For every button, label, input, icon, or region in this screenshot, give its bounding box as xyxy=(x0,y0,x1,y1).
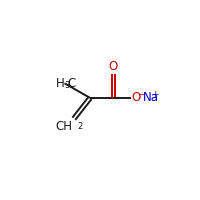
Text: C: C xyxy=(67,77,76,90)
Text: 3: 3 xyxy=(65,81,70,90)
Text: O: O xyxy=(109,60,118,73)
Text: H: H xyxy=(56,77,65,90)
Text: Na: Na xyxy=(143,91,159,104)
Text: 2: 2 xyxy=(78,122,83,131)
Text: +: + xyxy=(151,90,159,99)
Text: O: O xyxy=(131,91,140,104)
Text: −: − xyxy=(137,90,145,99)
Text: CH: CH xyxy=(55,120,72,133)
